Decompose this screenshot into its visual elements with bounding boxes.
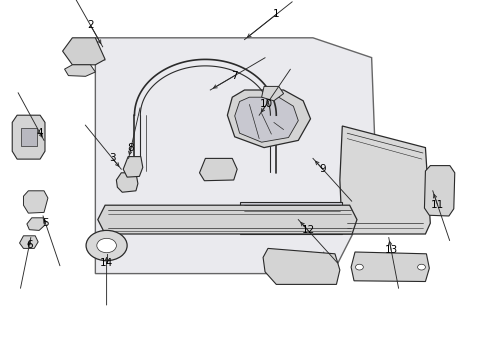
Text: 11: 11 — [430, 200, 444, 210]
Polygon shape — [424, 166, 454, 216]
Circle shape — [97, 238, 116, 253]
Polygon shape — [239, 202, 342, 234]
Polygon shape — [95, 38, 376, 274]
Text: 10: 10 — [260, 99, 272, 109]
Polygon shape — [234, 97, 298, 142]
Polygon shape — [20, 236, 38, 248]
Text: 5: 5 — [42, 218, 49, 228]
Circle shape — [86, 230, 127, 261]
Polygon shape — [12, 115, 45, 159]
Circle shape — [417, 264, 425, 270]
Polygon shape — [27, 218, 45, 230]
Polygon shape — [116, 173, 138, 192]
Polygon shape — [21, 128, 37, 146]
Text: 12: 12 — [301, 225, 314, 235]
Polygon shape — [261, 86, 283, 101]
Polygon shape — [64, 65, 95, 76]
Polygon shape — [350, 252, 428, 282]
Circle shape — [355, 264, 363, 270]
Text: 13: 13 — [384, 245, 397, 255]
Polygon shape — [62, 38, 105, 65]
Text: 3: 3 — [109, 153, 116, 163]
Text: 9: 9 — [319, 164, 325, 174]
Text: 8: 8 — [127, 143, 134, 153]
Polygon shape — [263, 248, 339, 284]
Text: 1: 1 — [272, 9, 279, 19]
Polygon shape — [199, 158, 237, 181]
Text: 14: 14 — [100, 258, 113, 268]
Polygon shape — [339, 126, 429, 234]
Text: 2: 2 — [87, 20, 94, 30]
Text: 7: 7 — [231, 71, 238, 81]
Polygon shape — [123, 157, 142, 177]
Text: 6: 6 — [26, 240, 33, 250]
Polygon shape — [23, 191, 48, 213]
Text: 4: 4 — [37, 128, 43, 138]
Polygon shape — [98, 205, 356, 234]
Polygon shape — [227, 90, 310, 148]
